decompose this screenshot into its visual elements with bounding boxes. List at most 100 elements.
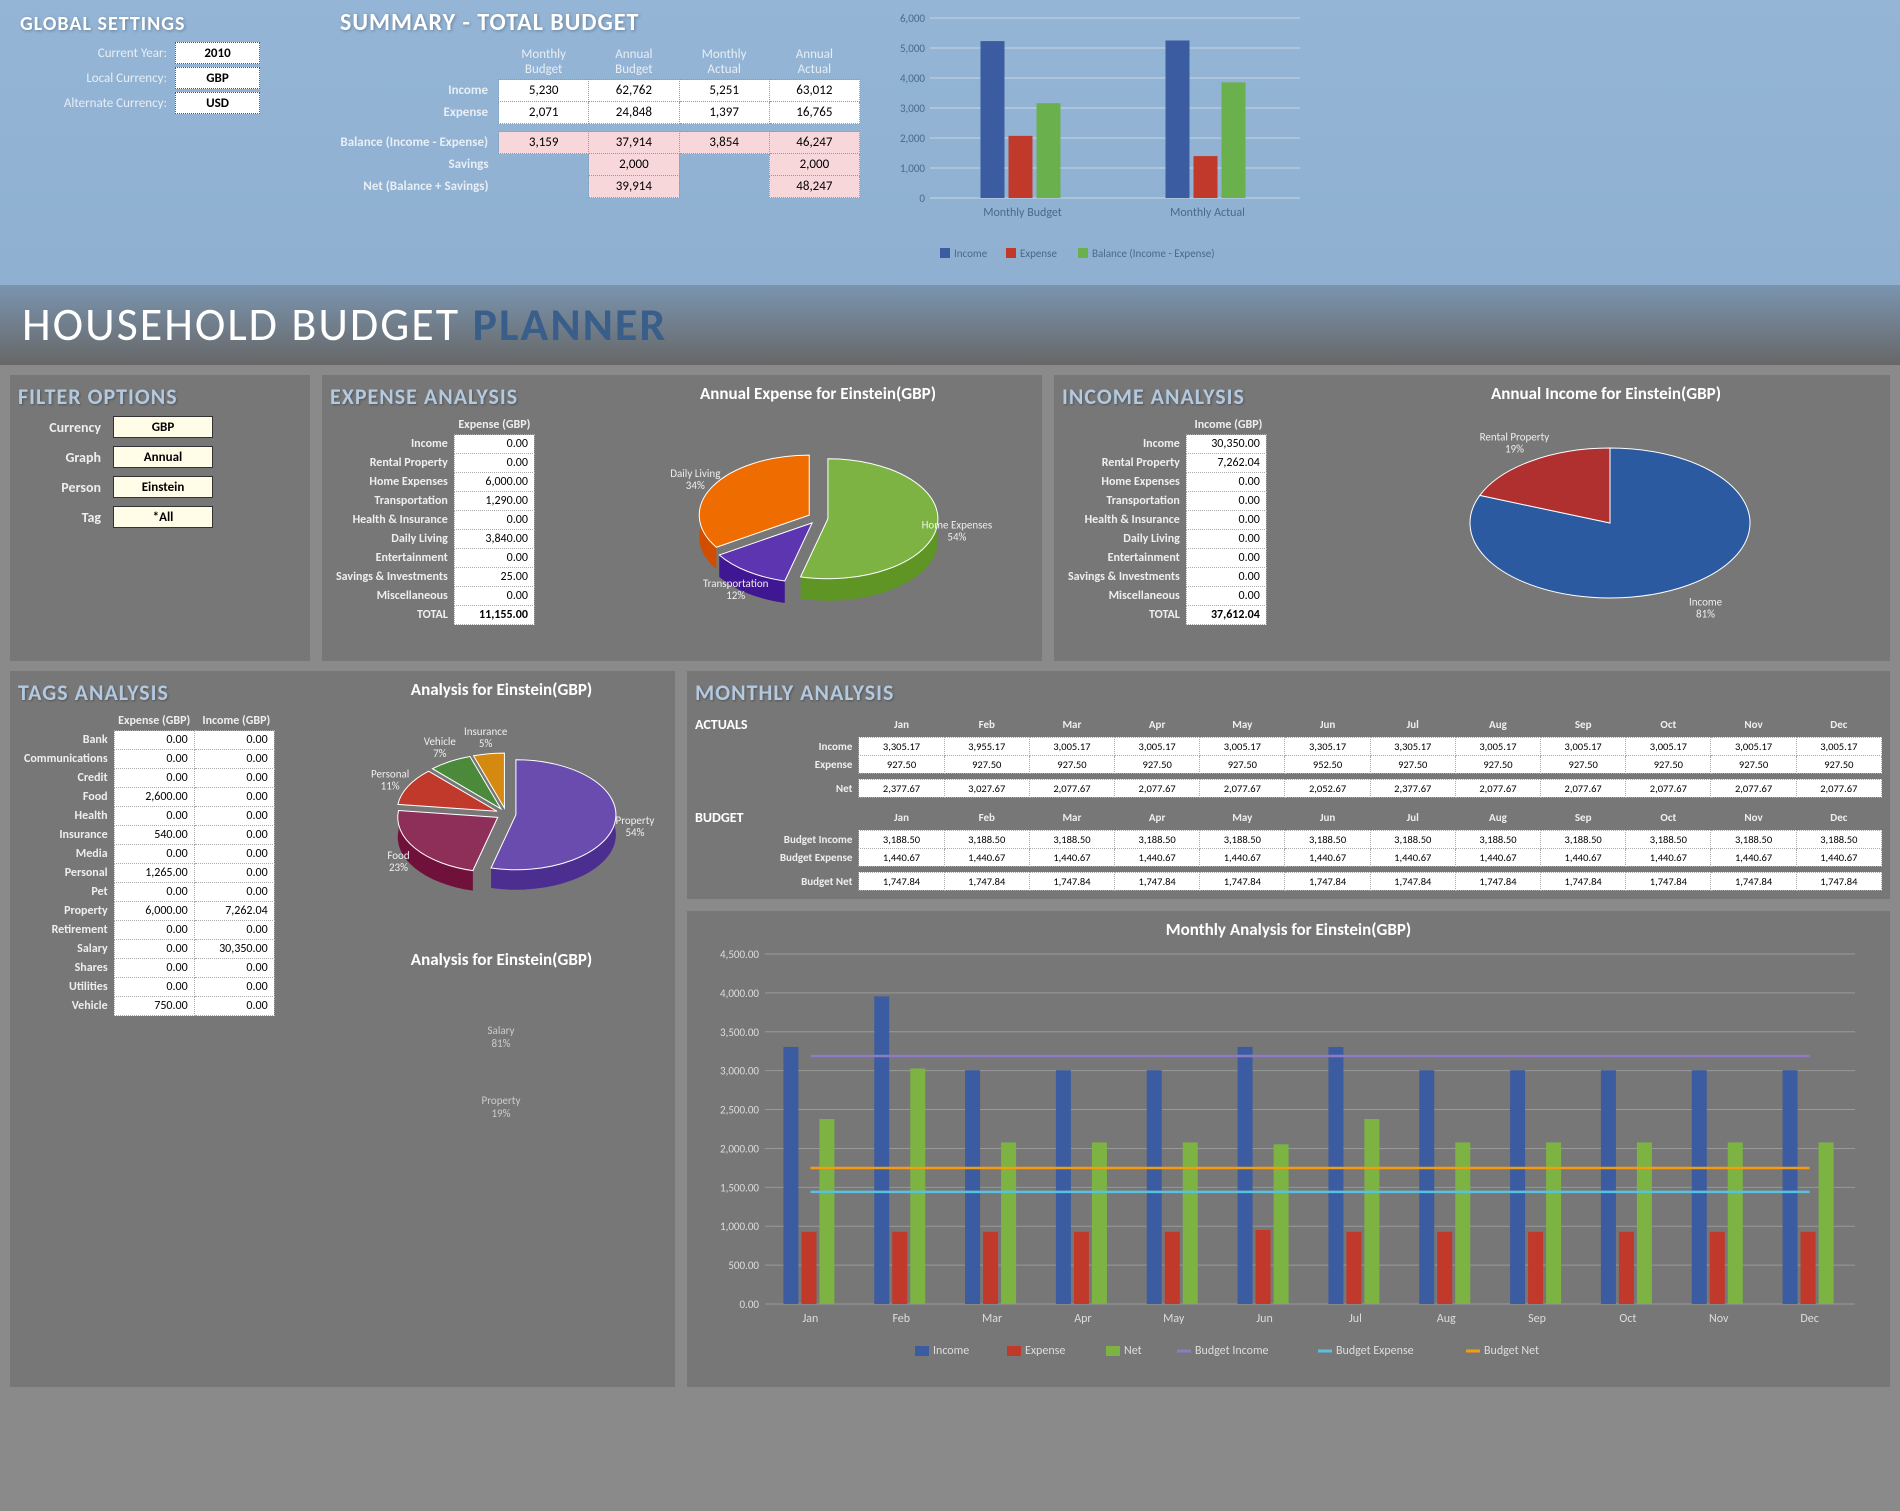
svg-text:Feb: Feb: [892, 1312, 910, 1326]
tags-cell: 0.00: [114, 750, 194, 769]
monthly-row-label: Budget Expense: [695, 848, 859, 866]
tags-row-label: Insurance: [18, 826, 114, 845]
expense-title: EXPENSE ANALYSIS: [330, 383, 590, 410]
table-cell: 6,000.00: [454, 473, 534, 492]
monthly-cell: 1,440.67: [859, 848, 944, 866]
local-currency-input[interactable]: [175, 67, 260, 89]
table-cell: 0.00: [1186, 549, 1266, 568]
income-chart-title: Annual Income for Einstein(GBP): [1330, 383, 1882, 404]
alt-currency-input[interactable]: [175, 92, 260, 114]
month-header: Feb: [944, 712, 1029, 737]
year-input[interactable]: [175, 42, 260, 64]
tags-cell: 0.00: [114, 883, 194, 902]
svg-text:Expense: Expense: [1020, 247, 1057, 260]
svg-text:Mar: Mar: [982, 1312, 1002, 1326]
month-header: May: [1200, 805, 1285, 830]
month-header: Jun: [1285, 805, 1370, 830]
summary-table: MonthlyBudgetAnnualBudgetMonthlyActualAn…: [340, 45, 860, 198]
tags-cell: 6,000.00: [114, 902, 194, 921]
monthly-cell: 3,005.17: [1541, 737, 1626, 755]
table-cell: 0.00: [454, 587, 534, 606]
monthly-cell: 927.50: [1455, 755, 1540, 773]
month-header: Jun: [1285, 712, 1370, 737]
section-label: BUDGET: [695, 805, 859, 830]
svg-text:12%: 12%: [726, 589, 745, 602]
month-header: Apr: [1115, 805, 1200, 830]
table-row-label: Daily Living: [330, 530, 454, 549]
tags-cell: 540.00: [114, 826, 194, 845]
table-row-label: Health & Insurance: [330, 511, 454, 530]
svg-text:23%: 23%: [389, 861, 408, 874]
monthly-cell: 2,077.67: [1029, 779, 1114, 797]
monthly-cell: 927.50: [944, 755, 1029, 773]
monthly-cell: 1,440.67: [1285, 848, 1370, 866]
svg-text:2,500.00: 2,500.00: [720, 1103, 759, 1116]
monthly-cell: 2,052.67: [1285, 779, 1370, 797]
svg-text:Nov: Nov: [1709, 1312, 1729, 1326]
summary-chart: 01,0002,0003,0004,0005,0006,000Monthly B…: [860, 8, 1310, 277]
svg-text:Sep: Sep: [1528, 1312, 1546, 1326]
month-header: Nov: [1711, 805, 1796, 830]
monthly-panel: MONTHLY ANALYSIS ACTUALSJanFebMarAprMayJ…: [687, 671, 1890, 899]
top-band: GLOBAL SETTINGS Current Year: Local Curr…: [0, 0, 1900, 285]
table-cell: 1,290.00: [454, 492, 534, 511]
table-row-label: Transportation: [1062, 492, 1186, 511]
svg-text:5%: 5%: [479, 737, 493, 750]
filter-label: Person: [18, 479, 113, 496]
svg-text:Aug: Aug: [1437, 1312, 1456, 1326]
monthly-cell: 3,188.50: [1370, 830, 1455, 848]
monthly-cell: 1,440.67: [1200, 848, 1285, 866]
summary-cell: 5,230: [499, 80, 589, 102]
month-header: Sep: [1541, 805, 1626, 830]
tags-row-label: Credit: [18, 769, 114, 788]
svg-text:2,000.00: 2,000.00: [720, 1142, 759, 1155]
month-header: Mar: [1029, 712, 1114, 737]
monthly-cell: 3,188.50: [1029, 830, 1114, 848]
monthly-cell: 2,077.67: [1796, 779, 1881, 797]
filter-currency-input[interactable]: [113, 416, 213, 438]
monthly-cell: 1,440.67: [944, 848, 1029, 866]
monthly-cell: 1,747.84: [944, 872, 1029, 890]
filter-tag-input[interactable]: [113, 506, 213, 528]
tags-row-label: Bank: [18, 731, 114, 750]
local-label: Local Currency:: [20, 71, 175, 86]
svg-text:Budget Expense: Budget Expense: [1336, 1344, 1414, 1358]
monthly-cell: 1,440.67: [1455, 848, 1540, 866]
tags-cell: 750.00: [114, 997, 194, 1016]
svg-text:11%: 11%: [381, 780, 400, 793]
tags-cell: 0.00: [194, 978, 274, 997]
svg-text:34%: 34%: [686, 479, 705, 492]
monthly-cell: 2,077.67: [1455, 779, 1540, 797]
monthly-cell: 3,188.50: [1626, 830, 1711, 848]
monthly-cell: 1,747.84: [1370, 872, 1455, 890]
tags-cell: 0.00: [194, 769, 274, 788]
monthly-cell: 3,005.17: [1455, 737, 1540, 755]
year-label: Current Year:: [20, 46, 175, 61]
tags-cell: 0.00: [114, 921, 194, 940]
filter-graph-input[interactable]: [113, 446, 213, 468]
month-header: Dec: [1796, 712, 1881, 737]
summary-cell: 5,251: [679, 80, 769, 102]
filter-person-input[interactable]: [113, 476, 213, 498]
table-cell: 0.00: [1186, 473, 1266, 492]
svg-text:6,000: 6,000: [900, 12, 925, 25]
big-title-text: HOUSEHOLD BUDGET PLANNER: [22, 297, 667, 353]
monthly-cell: 1,747.84: [1711, 872, 1796, 890]
svg-text:Monthly Actual: Monthly Actual: [1170, 206, 1245, 220]
table-cell: 0.00: [1186, 587, 1266, 606]
month-header: Aug: [1455, 712, 1540, 737]
monthly-cell: 3,005.17: [1626, 737, 1711, 755]
monthly-cell: 3,305.17: [1285, 737, 1370, 755]
summary-row-label: Expense: [340, 102, 499, 124]
month-header: Nov: [1711, 712, 1796, 737]
month-header: Jan: [859, 712, 944, 737]
table-cell: 0.00: [1186, 568, 1266, 587]
tags-row-label: Personal: [18, 864, 114, 883]
tags-cell: 0.00: [194, 750, 274, 769]
expense-table: Expense (GBP)Income0.00Rental Property0.…: [330, 416, 535, 625]
monthly-title: MONTHLY ANALYSIS: [695, 679, 1882, 706]
table-row-label: Miscellaneous: [1062, 587, 1186, 606]
monthly-col: MONTHLY ANALYSIS ACTUALSJanFebMarAprMayJ…: [687, 671, 1890, 1387]
monthly-cell: 927.50: [1541, 755, 1626, 773]
monthly-cell: 1,747.84: [1200, 872, 1285, 890]
